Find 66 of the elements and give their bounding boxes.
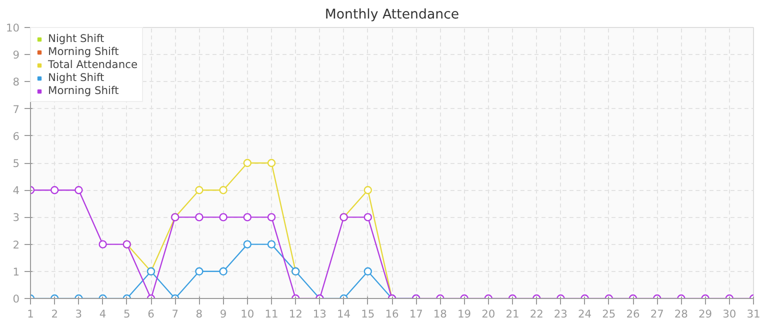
x-tick-label: 6 — [148, 308, 155, 320]
x-tick-label: 29 — [698, 308, 712, 320]
y-tick-label: 10 — [6, 22, 20, 34]
point — [74, 186, 83, 194]
x-tick-label: 15 — [361, 308, 375, 320]
x-tick-label: 27 — [650, 308, 664, 320]
x-tick-label: 3 — [75, 308, 82, 320]
legend-label: Morning Shift — [48, 45, 119, 58]
point — [195, 213, 204, 222]
legend-label: Morning Shift — [48, 84, 119, 97]
point — [267, 158, 276, 168]
x-tick-label: 25 — [602, 308, 616, 320]
point — [243, 240, 252, 248]
point — [267, 240, 276, 248]
x-tick-label: 18 — [433, 308, 448, 320]
y-tick-label: 3 — [12, 211, 20, 224]
point — [50, 186, 59, 194]
point — [364, 186, 372, 194]
point — [364, 267, 372, 276]
x-tick-label: 10 — [240, 308, 254, 320]
point — [98, 240, 107, 248]
point — [243, 213, 252, 222]
x-tick-label: 12 — [288, 308, 302, 320]
x-tick-label: 22 — [530, 308, 544, 320]
point — [219, 213, 228, 222]
legend-label: Night Shift — [48, 32, 104, 45]
y-tick-label: 0 — [12, 292, 20, 306]
x-tick-label: 1 — [27, 308, 34, 320]
x-tick-label: 11 — [264, 308, 278, 320]
x-tick-label: 26 — [626, 308, 640, 320]
legend-label: Total Attendance — [48, 58, 138, 71]
y-tick-label: 6 — [12, 130, 20, 143]
y-tick-label: 5 — [12, 157, 20, 170]
x-tick-label: 5 — [124, 308, 130, 320]
x-tick-label: 20 — [482, 308, 496, 320]
legend-label: Night Shift — [48, 71, 104, 84]
x-tick-label: 8 — [196, 308, 203, 320]
y-tick-label: 7 — [12, 102, 20, 116]
x-tick-label: 13 — [312, 308, 326, 320]
x-tick-label: 7 — [172, 308, 178, 320]
point — [364, 213, 372, 222]
y-tick-label: 8 — [12, 76, 20, 89]
point — [267, 213, 276, 222]
chart-title: Monthly Attendance — [324, 8, 460, 22]
point — [243, 158, 252, 168]
x-tick-label: 16 — [385, 308, 399, 320]
x-tick-label: 31 — [746, 308, 760, 320]
x-tick-label: 17 — [409, 308, 423, 320]
x-tick-label: 19 — [458, 308, 472, 320]
x-tick-label: 2 — [51, 308, 58, 320]
x-tick-label: 30 — [722, 308, 736, 320]
point — [219, 267, 228, 276]
x-tick-label: 23 — [554, 308, 568, 320]
x-tick-label: 28 — [674, 308, 688, 320]
y-tick-label: 2 — [12, 238, 20, 252]
x-tick-label: 24 — [578, 308, 592, 320]
x-tick-label: 21 — [506, 308, 520, 320]
y-tick-label: 1 — [12, 265, 20, 278]
y-tick-label: 4 — [12, 184, 20, 198]
point — [195, 267, 204, 276]
point — [195, 186, 204, 194]
x-tick-label: 14 — [337, 308, 351, 320]
point — [219, 186, 228, 194]
x-tick-label: 4 — [99, 308, 106, 320]
y-tick-label: 9 — [12, 48, 20, 62]
x-tick-label: 9 — [220, 308, 227, 320]
